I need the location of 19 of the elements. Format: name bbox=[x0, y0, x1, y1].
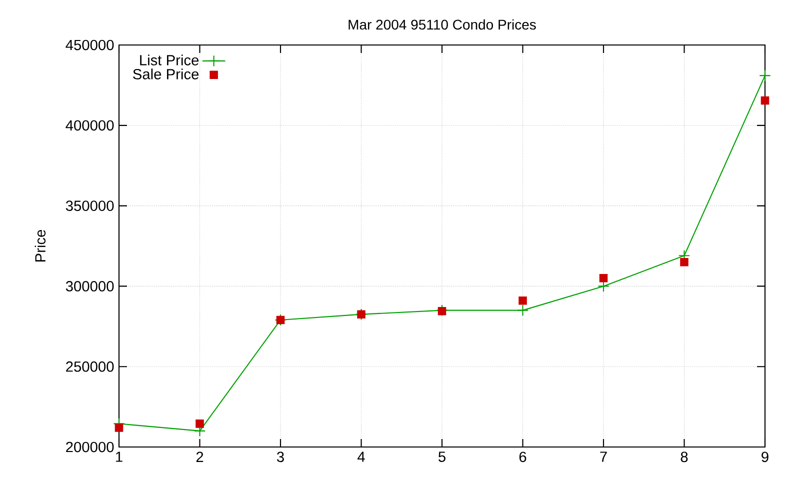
y-tick-label: 200000 bbox=[66, 442, 114, 452]
x-tick-label: 7 bbox=[600, 452, 607, 462]
y-tick-label: 250000 bbox=[66, 361, 114, 372]
x-tick-label: 8 bbox=[680, 452, 688, 462]
x-tick-label: 5 bbox=[438, 452, 446, 462]
x-tick-label: 3 bbox=[276, 452, 284, 462]
x-tick-label: 9 bbox=[762, 452, 768, 462]
legend-label: List Price bbox=[140, 54, 199, 66]
x-tick-label: 1 bbox=[116, 452, 122, 462]
y-tick-label: 300000 bbox=[66, 281, 114, 292]
y-tick-label: 350000 bbox=[66, 200, 114, 211]
y-axis-title: Price bbox=[34, 230, 46, 262]
x-tick-label: 4 bbox=[358, 452, 365, 462]
x-tick-label: 6 bbox=[519, 452, 526, 462]
y-tick-label: 400000 bbox=[66, 120, 114, 131]
y-tick-label: 450000 bbox=[66, 40, 114, 50]
x-tick-label: 2 bbox=[196, 452, 204, 462]
legend-label: Sale Price bbox=[133, 68, 199, 80]
chart-title: Mar 2004 95110 Condo Prices bbox=[348, 19, 536, 30]
